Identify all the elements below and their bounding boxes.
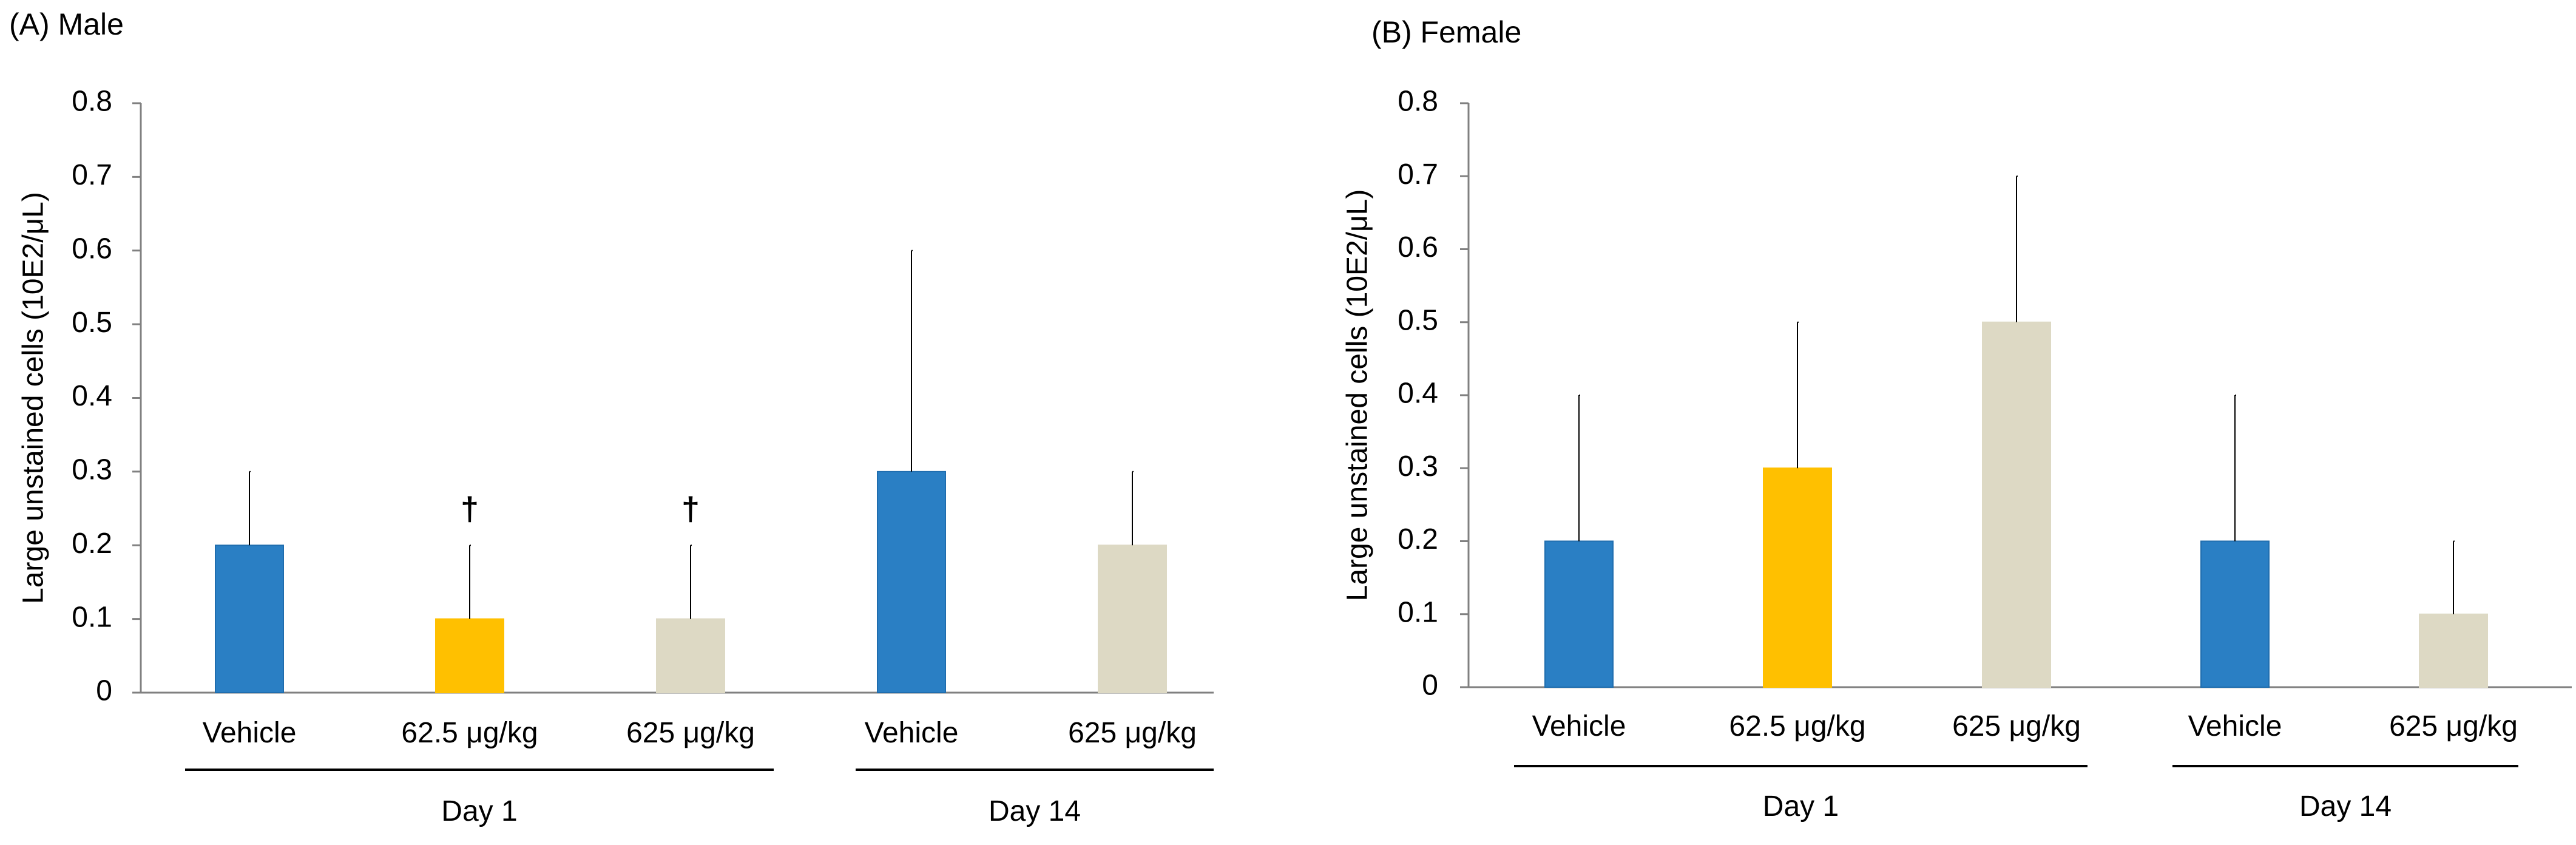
category-label: Vehicle (1532, 710, 1626, 742)
group-label: Day 14 (2299, 790, 2392, 823)
y-tick-label: 0 (1422, 670, 1438, 702)
category-label: 62.5 μg/kg (401, 717, 538, 749)
group-label: Day 1 (1763, 790, 1839, 823)
group-label: Day 14 (989, 795, 1081, 827)
y-tick-label: 0.1 (72, 601, 112, 633)
y-tick-label: 0.3 (1398, 450, 1438, 483)
y-tick-label: 0.6 (72, 232, 112, 265)
y-tick-label: 0.7 (1398, 158, 1438, 191)
category-label: 625 μg/kg (1068, 717, 1197, 749)
category-label: Vehicle (865, 717, 959, 749)
bar (1544, 540, 1614, 688)
y-tick-label: 0.4 (1398, 378, 1438, 410)
bar (435, 618, 504, 693)
y-tick-label: 0.6 (1398, 231, 1438, 263)
y-tick-label: 0.7 (72, 159, 112, 191)
group-label: Day 1 (441, 795, 517, 827)
bar (877, 470, 946, 693)
category-label: Vehicle (2188, 710, 2282, 742)
y-tick-label: 0.1 (1398, 596, 1438, 628)
panel-label: (A) Male (9, 7, 124, 41)
y-tick-label: 0.8 (72, 86, 112, 118)
significance-marker: † (681, 490, 700, 527)
panel-male: (A) Male Large unstained cells (10E2/μL) 0… (9, 7, 1214, 827)
y-tick-label: 0.4 (72, 380, 112, 412)
y-tick-label: 0.2 (72, 528, 112, 560)
bar (1098, 545, 1167, 693)
y-tick-label: 0.5 (72, 307, 112, 339)
bar (215, 545, 284, 693)
y-tick-label: 0 (96, 675, 112, 707)
y-tick-label: 0.8 (1398, 86, 1438, 118)
bar (2419, 613, 2488, 688)
y-tick-label: 0.5 (1398, 304, 1438, 336)
category-label: 625 μg/kg (626, 717, 755, 749)
significance-marker: † (461, 490, 479, 527)
bar (656, 618, 725, 693)
category-label: 62.5 μg/kg (1729, 710, 1865, 742)
category-label: 625 μg/kg (1952, 710, 2081, 742)
y-tick-label: 0.2 (1398, 523, 1438, 555)
y-tick-label: 0.3 (72, 454, 112, 486)
y-axis-title: Large unstained cells (10E2/μL) (18, 192, 50, 604)
panel-female: (B) Female Large unstained cells (10E2/μL… (1342, 15, 2572, 823)
category-label: Vehicle (203, 717, 297, 749)
bar (1763, 467, 1832, 688)
y-axis-title: Large unstained cells (10E2/μL) (1342, 189, 1374, 602)
bar (2200, 540, 2270, 688)
bar (1982, 321, 2051, 688)
panel-label: (B) Female (1371, 15, 1521, 49)
category-label: 625 μg/kg (2389, 710, 2518, 742)
